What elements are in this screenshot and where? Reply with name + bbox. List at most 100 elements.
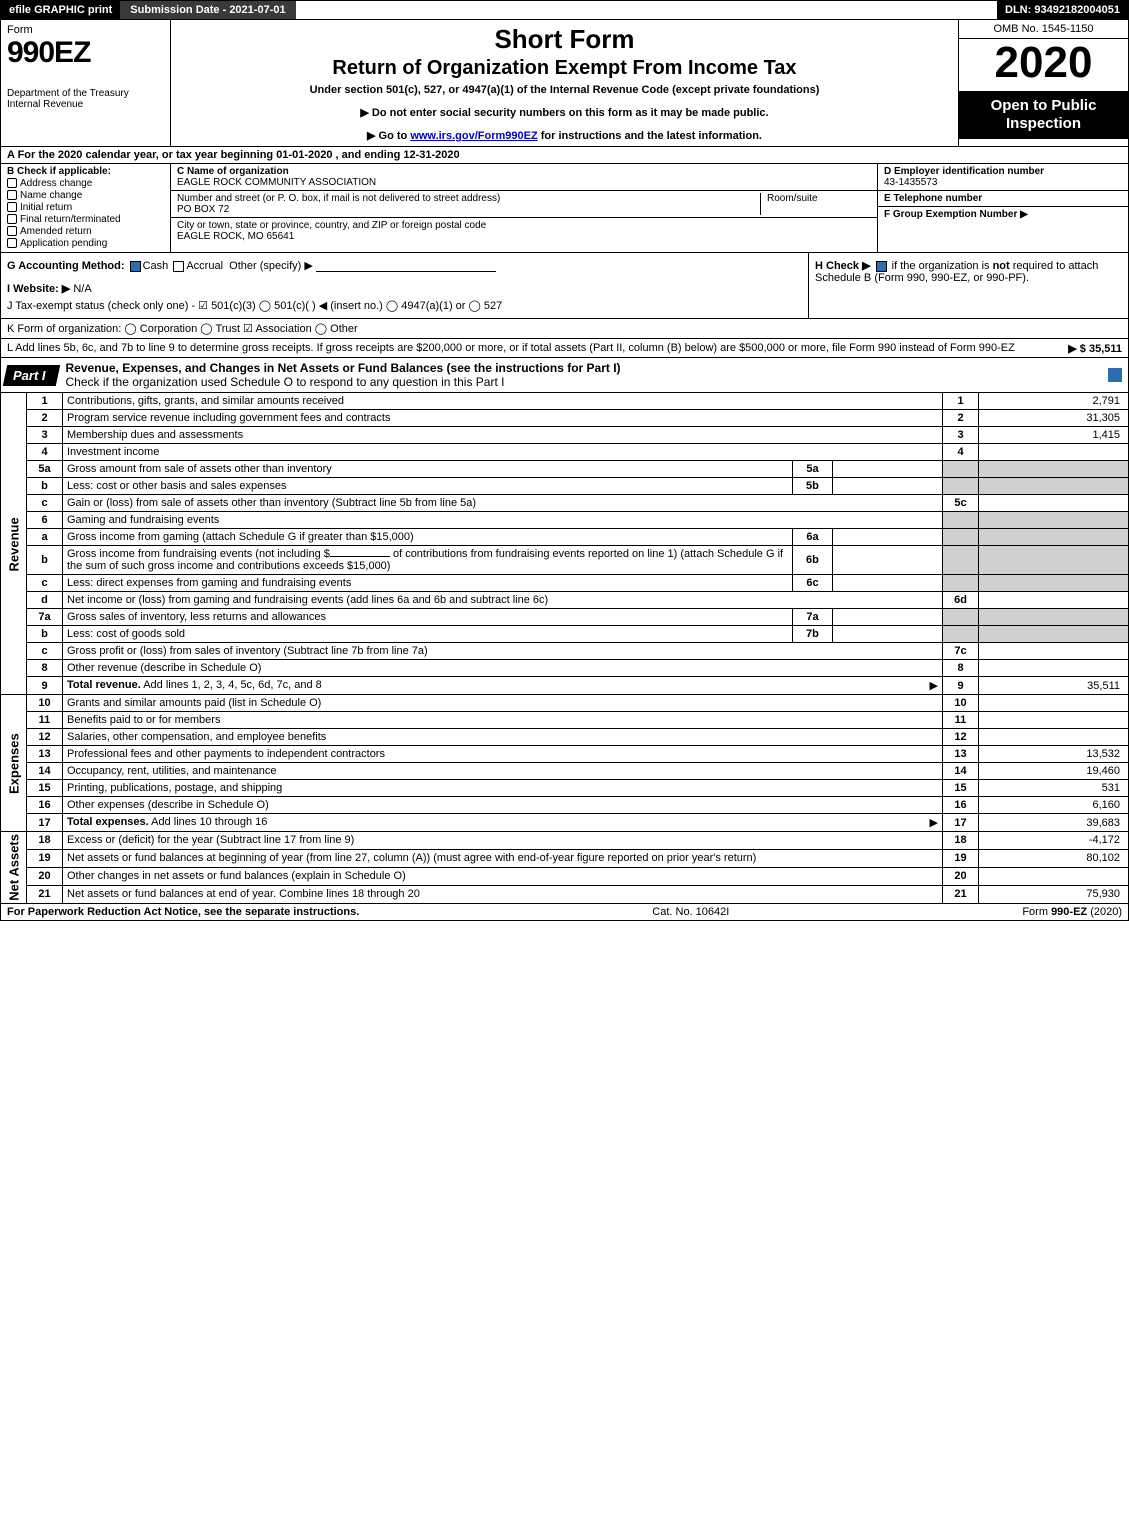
footer-cat-no: Cat. No. 10642I [652, 906, 729, 918]
row-l-gross-receipts: L Add lines 5b, 6c, and 7b to line 9 to … [0, 339, 1129, 358]
line3-desc: Membership dues and assessments [63, 427, 943, 444]
dln-label: DLN: 93492182004051 [997, 1, 1128, 19]
table-row: 4 Investment income 4 [1, 444, 1129, 461]
table-row: 15 Printing, publications, postage, and … [1, 780, 1129, 797]
address-cell: Number and street (or P. O. box, if mail… [171, 191, 877, 218]
website-value: N/A [73, 283, 91, 295]
form-word: Form [7, 24, 164, 36]
table-row: 7a Gross sales of inventory, less return… [1, 609, 1129, 626]
line6a-desc: Gross income from gaming (attach Schedul… [63, 529, 793, 546]
table-row: 14 Occupancy, rent, utilities, and maint… [1, 763, 1129, 780]
cb-amended-return[interactable]: Amended return [7, 226, 164, 237]
line16-desc: Other expenses (describe in Schedule O) [63, 797, 943, 814]
line3-value: 1,415 [979, 427, 1129, 444]
line5b-desc: Less: cost or other basis and sales expe… [63, 478, 793, 495]
cb-initial-return[interactable]: Initial return [7, 202, 164, 213]
expenses-side-label: Expenses [1, 695, 27, 832]
dept-treasury: Department of the Treasury [7, 88, 164, 99]
cb-application-pending[interactable]: Application pending [7, 238, 164, 249]
checkbox-icon [7, 190, 17, 200]
g-other-blank[interactable] [316, 271, 496, 272]
cb-address-change[interactable]: Address change [7, 178, 164, 189]
row-j-tax-exempt: J Tax-exempt status (check only one) - ☑… [7, 299, 802, 312]
dept-irs: Internal Revenue [7, 99, 164, 110]
line4-value [979, 444, 1129, 461]
line-a-tax-year: A For the 2020 calendar year, or tax yea… [0, 147, 1129, 164]
ein-value: 43-1435573 [884, 177, 1122, 188]
address-value: PO BOX 72 [177, 204, 754, 215]
line2-desc: Program service revenue including govern… [63, 410, 943, 427]
line11-desc: Benefits paid to or for members [63, 712, 943, 729]
line9-desc: Total revenue. Add lines 1, 2, 3, 4, 5c,… [63, 677, 943, 695]
line21-desc: Net assets or fund balances at end of ye… [63, 885, 943, 903]
line19-desc: Net assets or fund balances at beginning… [63, 849, 943, 867]
org-name-label: C Name of organization [177, 166, 871, 177]
part1-schedule-o-checkbox-icon[interactable] [1108, 368, 1122, 382]
open-to-public: Open to Public Inspection [959, 91, 1128, 139]
group-exemption-label: F Group Exemption Number ▶ [884, 209, 1122, 220]
line20-desc: Other changes in net assets or fund bala… [63, 867, 943, 885]
header-left: Form 990EZ Department of the Treasury In… [1, 20, 171, 146]
table-row: 6 Gaming and fundraising events [1, 512, 1129, 529]
line2-value: 31,305 [979, 410, 1129, 427]
g-accrual: Accrual [186, 260, 223, 272]
h-checkbox-icon[interactable] [876, 261, 887, 272]
line4-desc: Investment income [63, 444, 943, 461]
goto-post: for instructions and the latest informat… [538, 130, 762, 142]
table-row: 2 Program service revenue including gove… [1, 410, 1129, 427]
line5a-desc: Gross amount from sale of assets other t… [63, 461, 793, 478]
city-cell: City or town, state or province, country… [171, 218, 877, 244]
row-l-amount: ▶ $ 35,511 [1068, 342, 1122, 355]
line15-value: 531 [979, 780, 1129, 797]
table-row: 5a Gross amount from sale of assets othe… [1, 461, 1129, 478]
line5a-subvalue [832, 461, 942, 478]
box-g-accounting: G Accounting Method: Cash Accrual Other … [1, 253, 808, 318]
line13-value: 13,532 [979, 746, 1129, 763]
short-form-title: Short Form [177, 24, 952, 55]
line19-value: 80,102 [979, 849, 1129, 867]
under-section-text: Under section 501(c), 527, or 4947(a)(1)… [177, 84, 952, 96]
line13-desc: Professional fees and other payments to … [63, 746, 943, 763]
line7a-subvalue [832, 609, 942, 626]
cb-final-return[interactable]: Final return/terminated [7, 214, 164, 225]
line12-value [979, 729, 1129, 746]
cb-name-change[interactable]: Name change [7, 190, 164, 201]
accrual-checkbox-icon[interactable] [173, 261, 184, 272]
cash-checkbox-icon[interactable] [130, 261, 141, 272]
table-row: 20 Other changes in net assets or fund b… [1, 867, 1129, 885]
irs-link[interactable]: www.irs.gov/Form990EZ [410, 130, 537, 142]
table-row: 12 Salaries, other compensation, and emp… [1, 729, 1129, 746]
line15-desc: Printing, publications, postage, and shi… [63, 780, 943, 797]
table-row: b Less: cost of goods sold 7b [1, 626, 1129, 643]
line7a-desc: Gross sales of inventory, less returns a… [63, 609, 793, 626]
line7c-desc: Gross profit or (loss) from sales of inv… [63, 643, 943, 660]
room-suite-label: Room/suite [761, 193, 871, 215]
header-right: OMB No. 1545-1150 2020 Open to Public In… [958, 20, 1128, 146]
line6d-desc: Net income or (loss) from gaming and fun… [63, 592, 943, 609]
line6b-desc: Gross income from fundraising events (no… [63, 546, 793, 575]
goto-pre: ▶ Go to [367, 130, 410, 142]
efile-print-label[interactable]: efile GRAPHIC print [1, 1, 120, 19]
table-row: c Less: direct expenses from gaming and … [1, 575, 1129, 592]
line5b-subvalue [832, 478, 942, 495]
entity-info-block: B Check if applicable: Address change Na… [0, 164, 1129, 253]
box-h-schedule-b: H Check ▶ if the organization is not req… [808, 253, 1128, 318]
line12-desc: Salaries, other compensation, and employ… [63, 729, 943, 746]
table-row: 8 Other revenue (describe in Schedule O)… [1, 660, 1129, 677]
box-f-group: F Group Exemption Number ▶ [878, 207, 1128, 252]
box-c-org-info: C Name of organization EAGLE ROCK COMMUN… [171, 164, 878, 252]
page-footer: For Paperwork Reduction Act Notice, see … [0, 904, 1129, 921]
line7b-desc: Less: cost of goods sold [63, 626, 793, 643]
line11-value [979, 712, 1129, 729]
line10-value [979, 695, 1129, 712]
line5c-desc: Gain or (loss) from sale of assets other… [63, 495, 943, 512]
line18-desc: Excess or (deficit) for the year (Subtra… [63, 832, 943, 850]
line14-value: 19,460 [979, 763, 1129, 780]
table-row: d Net income or (loss) from gaming and f… [1, 592, 1129, 609]
table-row: 11 Benefits paid to or for members 11 [1, 712, 1129, 729]
table-row: 17 Total expenses. Add lines 10 through … [1, 814, 1129, 832]
part1-badge: Part I [3, 365, 60, 386]
table-row: c Gain or (loss) from sale of assets oth… [1, 495, 1129, 512]
row-gh: G Accounting Method: Cash Accrual Other … [0, 253, 1129, 319]
table-row: Net Assets 18 Excess or (deficit) for th… [1, 832, 1129, 850]
